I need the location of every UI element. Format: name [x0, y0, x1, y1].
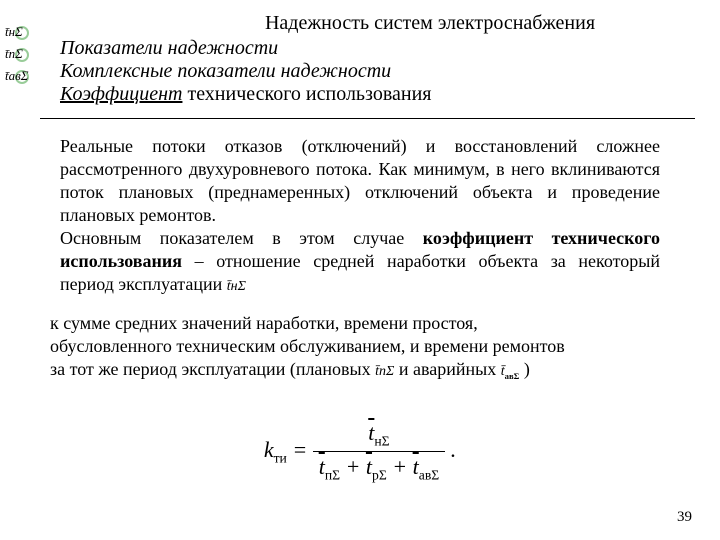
body2-l3c: )	[519, 359, 530, 379]
left-sym-3: t̄авΣ	[5, 68, 28, 84]
page-title: Надежность систем электроснабжения	[60, 12, 700, 35]
body2-l3a: за тот же период эксплуатации (плановых	[50, 359, 375, 379]
sym-tav: t̄авΣ	[501, 364, 520, 379]
body2-l2: обусловленного техническим обслуживанием…	[50, 336, 565, 356]
subtitle-3-rest: технического использования	[182, 83, 431, 105]
header-block: Надежность систем электроснабжения Показ…	[60, 12, 700, 106]
formula: kти = tнΣ tпΣ + tрΣ + tавΣ .	[170, 420, 550, 484]
subtitle-3-ul: Коэффициент	[60, 83, 182, 105]
formula-den: tпΣ + tрΣ + tавΣ	[313, 452, 446, 483]
body-p1b-pre: Основным показателем в этом случае	[60, 228, 423, 248]
left-sym-1: t̄нΣ	[5, 24, 23, 40]
sym-tn: t̄нΣ	[227, 279, 246, 294]
body2-l3b: и аварийных	[394, 359, 500, 379]
sym-tp: t̄пΣ	[375, 364, 394, 379]
subtitle-3: Коэффициент технического использования	[60, 83, 700, 106]
body-paragraph: Реальные потоки отказов (отключений) и в…	[60, 135, 660, 296]
formula-dot: .	[451, 437, 457, 462]
body-paragraph-2: к сумме средних значений наработки, врем…	[50, 312, 690, 382]
subtitle-1: Показатели надежности	[60, 37, 700, 60]
formula-lhs: kти	[264, 437, 287, 462]
body-p1a: Реальные потоки отказов (отключений) и в…	[60, 136, 660, 225]
left-sym-2: t̄пΣ	[5, 46, 23, 62]
formula-fraction: tнΣ tпΣ + tрΣ + tавΣ	[313, 420, 446, 484]
page-number: 39	[677, 509, 692, 526]
formula-eq: =	[292, 437, 312, 462]
formula-num: tнΣ	[313, 420, 446, 452]
divider	[40, 118, 695, 119]
body2-l1: к сумме средних значений наработки, врем…	[50, 313, 478, 333]
subtitle-2: Комплексные показатели надежности	[60, 60, 700, 83]
